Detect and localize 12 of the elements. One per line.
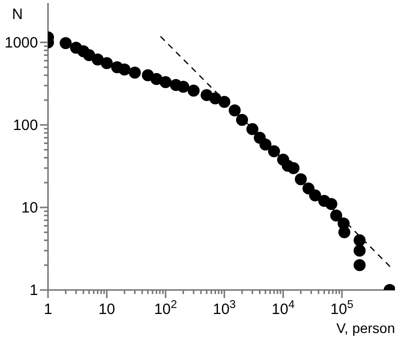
x-tick-label: 1: [44, 301, 52, 318]
x-tick-label: 10$^{3}$: [212, 299, 236, 318]
x-tick-label: 10$^{2}$: [154, 299, 178, 318]
y-axis-title: N: [12, 6, 23, 23]
x-tick-label: 10: [98, 301, 116, 318]
x-axis-title: V, person: [336, 320, 395, 336]
y-tick-label: 10: [21, 199, 38, 216]
y-tick-label: 100: [12, 116, 38, 134]
y-tick-label: 1: [30, 282, 38, 299]
x-tick-label: 10$^{5}$: [330, 299, 354, 318]
y-tick-label: 1000: [4, 34, 38, 52]
x-tick-label: 10$^{4}$: [272, 299, 295, 318]
